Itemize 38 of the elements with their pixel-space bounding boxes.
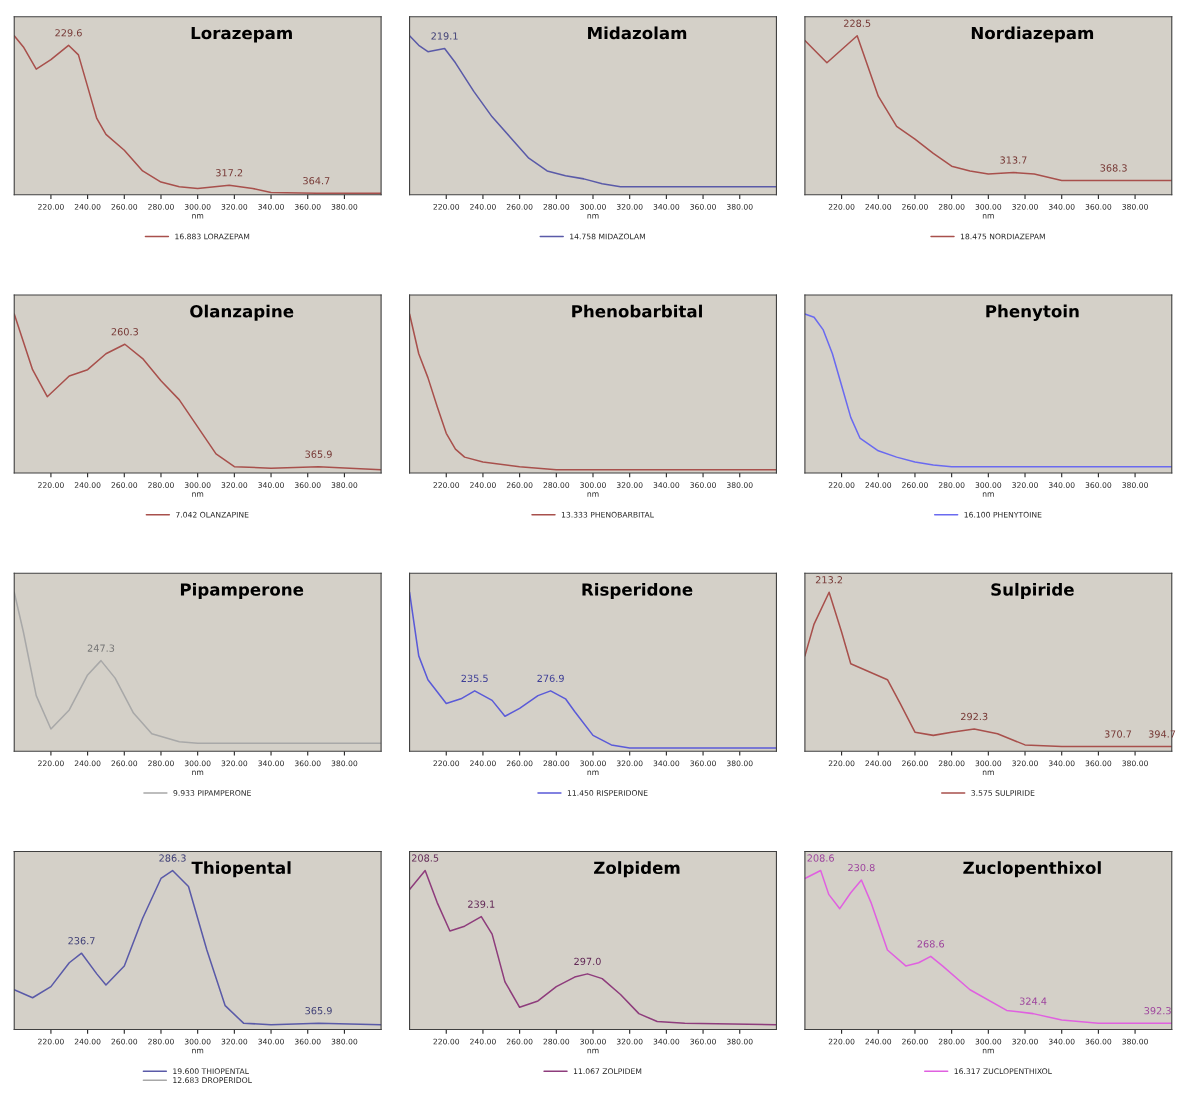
annotation: 247.3: [87, 644, 115, 652]
chart-title: Phenytoin: [986, 304, 1079, 321]
annotation: 364.7: [303, 177, 330, 185]
annotation: 365.9: [305, 450, 332, 458]
annotation: 208.6: [807, 854, 834, 862]
chart-title: Phenobarbital: [572, 304, 702, 318]
annotation: 286.3: [159, 854, 186, 862]
annotation: 313.7: [1000, 156, 1027, 164]
annotation: 297.0: [574, 957, 601, 966]
annotation: 208.5: [411, 854, 439, 862]
annotation: 324.4: [1019, 997, 1047, 1005]
chart-title: Zolpidem: [594, 861, 680, 878]
annotation: 235.5: [461, 674, 488, 683]
annotation: 230.8: [848, 863, 875, 872]
annotation: 365.9: [305, 1006, 332, 1015]
chart-title: Nordiazepam: [971, 26, 1094, 43]
chart-title: Thiopental: [191, 861, 291, 878]
annotation: 276.9: [537, 674, 564, 683]
annotation: 268.6: [917, 940, 945, 948]
annotation: 229.6: [55, 29, 82, 37]
annotation: 292.3: [961, 712, 988, 721]
annotation: 213.2: [815, 576, 843, 584]
annotation: 228.5: [843, 19, 871, 27]
chart-title: Pipamperone: [180, 582, 304, 600]
chart-title: Risperidone: [582, 582, 693, 600]
chart-title: Lorazepam: [191, 26, 292, 43]
chart-title: Midazolam: [588, 26, 687, 40]
chart-title: Olanzapine: [190, 304, 294, 321]
annotation: 370.7: [1104, 730, 1132, 738]
chart-title: Sulpiride: [991, 582, 1074, 600]
annotation: 368.3: [1100, 164, 1127, 172]
chart-title: Zuclopenthixol: [963, 861, 1101, 878]
annotation: 239.1: [468, 900, 495, 908]
annotation: 236.7: [68, 937, 95, 945]
annotation: 392.3: [1144, 1006, 1171, 1015]
annotation: 260.3: [111, 328, 138, 336]
annotation: 317.2: [216, 169, 243, 177]
annotation: 219.1: [431, 32, 458, 40]
